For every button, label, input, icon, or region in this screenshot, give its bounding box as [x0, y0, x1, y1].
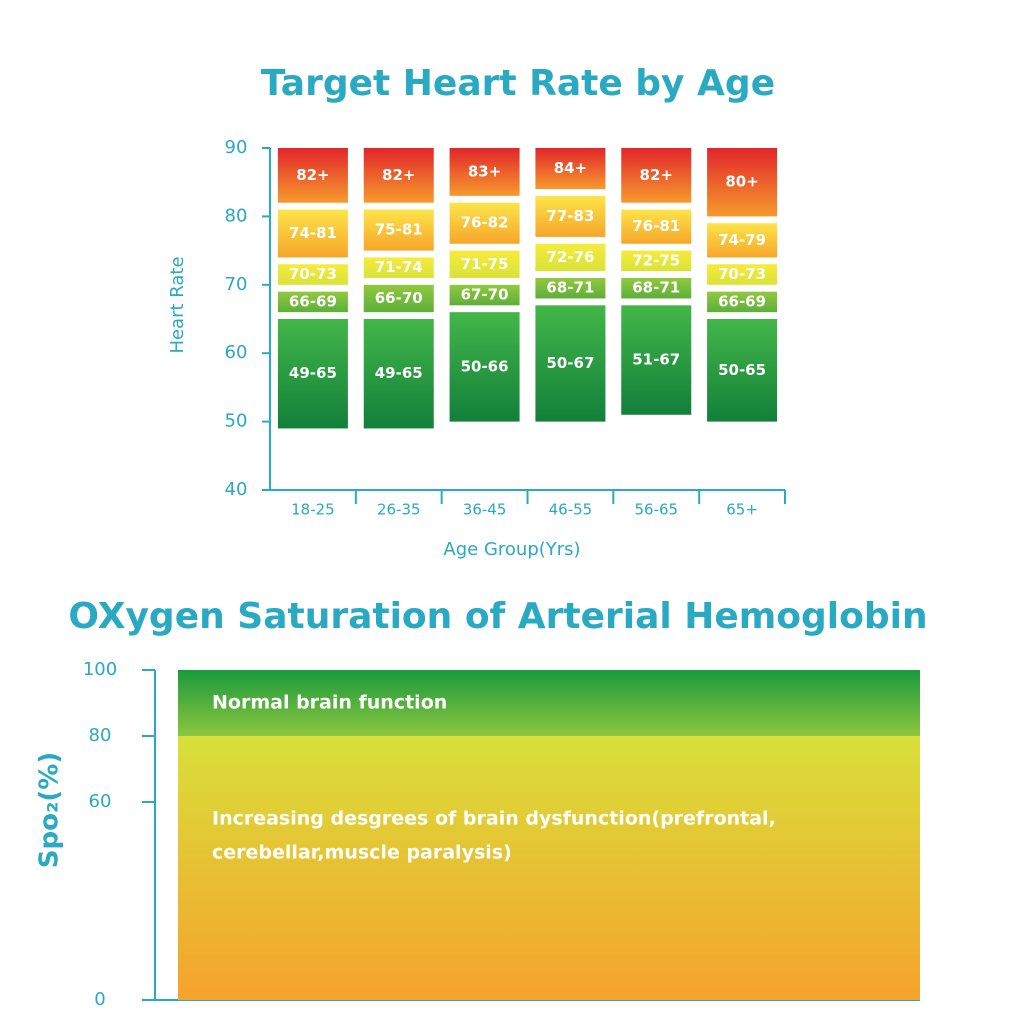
- segment-label: 66-70: [375, 289, 423, 307]
- y-tick-label: 0: [94, 989, 105, 1010]
- chart-title: Target Heart Rate by Age: [261, 63, 775, 104]
- segment-label: 70-73: [289, 265, 337, 283]
- range-segment: [621, 305, 692, 415]
- segment-label: 84+: [554, 159, 587, 177]
- segment-label: 68-71: [632, 279, 680, 297]
- segment-label: 71-74: [375, 258, 423, 276]
- range-segment: [535, 305, 606, 422]
- y-tick-label: 100: [83, 659, 117, 680]
- zone: [178, 736, 920, 1000]
- range-segment: [535, 243, 606, 272]
- segment-label: 72-76: [546, 248, 594, 266]
- range-segment: [363, 319, 434, 429]
- range-segment: [449, 202, 520, 244]
- zone-label: Increasing desgrees of brain dysfunction…: [212, 808, 776, 830]
- range-segment: [449, 148, 520, 196]
- segment-label: 80+: [725, 173, 758, 191]
- segment-label: 51-67: [632, 351, 680, 369]
- zone-label: cerebellar,muscle paralysis): [212, 842, 512, 864]
- range-segment: [449, 284, 520, 306]
- range-segment: [363, 284, 434, 313]
- segment-label: 66-69: [718, 292, 766, 310]
- segment-label: 71-75: [461, 255, 509, 273]
- y-tick-label: 80: [89, 725, 112, 746]
- segment-label: 83+: [468, 162, 501, 180]
- segment-label: 49-65: [289, 364, 337, 382]
- range-segment: [363, 209, 434, 251]
- segment-label: 74-79: [718, 231, 766, 249]
- range-segment: [707, 291, 778, 313]
- range-segment: [707, 319, 778, 422]
- segment-label: 70-73: [718, 265, 766, 283]
- segment-label: 67-70: [461, 286, 509, 304]
- range-segment: [277, 319, 348, 429]
- x-axis-label: Age Group(Yrs): [443, 539, 580, 560]
- range-segment: [535, 195, 606, 237]
- segment-label: 82+: [640, 166, 673, 184]
- segment-label: 72-75: [632, 251, 680, 269]
- range-segment: [363, 148, 434, 203]
- y-tick-label: 60: [225, 342, 248, 363]
- segment-label: 50-67: [546, 354, 594, 372]
- range-segment: [277, 264, 348, 285]
- range-segment: [707, 264, 778, 285]
- y-axis-label: Heart Rate: [167, 256, 188, 353]
- range-segment: [277, 209, 348, 258]
- segment-label: 66-69: [289, 292, 337, 310]
- range-segment: [277, 291, 348, 313]
- segment-label: 82+: [296, 166, 329, 184]
- y-tick-label: 80: [225, 205, 248, 226]
- range-segment: [535, 148, 606, 190]
- x-tick-label: 65+: [726, 501, 758, 519]
- range-segment: [707, 148, 778, 217]
- segment-label: 74-81: [289, 224, 337, 242]
- range-segment: [277, 148, 348, 203]
- chart-title: OXygen Saturation of Arterial Hemoglobin: [68, 596, 927, 637]
- x-tick-label: 18-25: [291, 501, 335, 519]
- y-tick-label: 90: [225, 137, 248, 158]
- y-tick-label: 40: [225, 479, 248, 500]
- y-tick-label: 50: [225, 411, 248, 432]
- x-tick-label: 26-35: [377, 501, 421, 519]
- range-segment: [621, 277, 692, 299]
- x-tick-label: 56-65: [634, 501, 678, 519]
- range-segment: [621, 250, 692, 272]
- y-tick-label: 70: [225, 274, 248, 295]
- zone: [178, 670, 920, 736]
- range-segment: [621, 209, 692, 244]
- segment-label: 76-81: [632, 217, 680, 235]
- range-segment: [621, 148, 692, 203]
- range-segment: [449, 312, 520, 422]
- segment-label: 50-66: [461, 357, 509, 375]
- segment-label: 50-65: [718, 361, 766, 379]
- segment-label: 82+: [382, 166, 415, 184]
- x-tick-label: 46-55: [549, 501, 593, 519]
- y-axis-label: Spo₂(%): [35, 752, 65, 868]
- zone-label: Normal brain function: [212, 692, 447, 714]
- segment-label: 75-81: [375, 221, 423, 239]
- y-tick-label: 60: [89, 791, 112, 812]
- segment-label: 49-65: [375, 364, 423, 382]
- segment-label: 77-83: [546, 207, 594, 225]
- range-segment: [363, 257, 434, 278]
- range-segment: [707, 223, 778, 258]
- segment-label: 76-82: [461, 214, 509, 232]
- x-tick-label: 36-45: [463, 501, 507, 519]
- range-segment: [449, 250, 520, 278]
- segment-label: 68-71: [546, 279, 594, 297]
- range-segment: [535, 277, 606, 299]
